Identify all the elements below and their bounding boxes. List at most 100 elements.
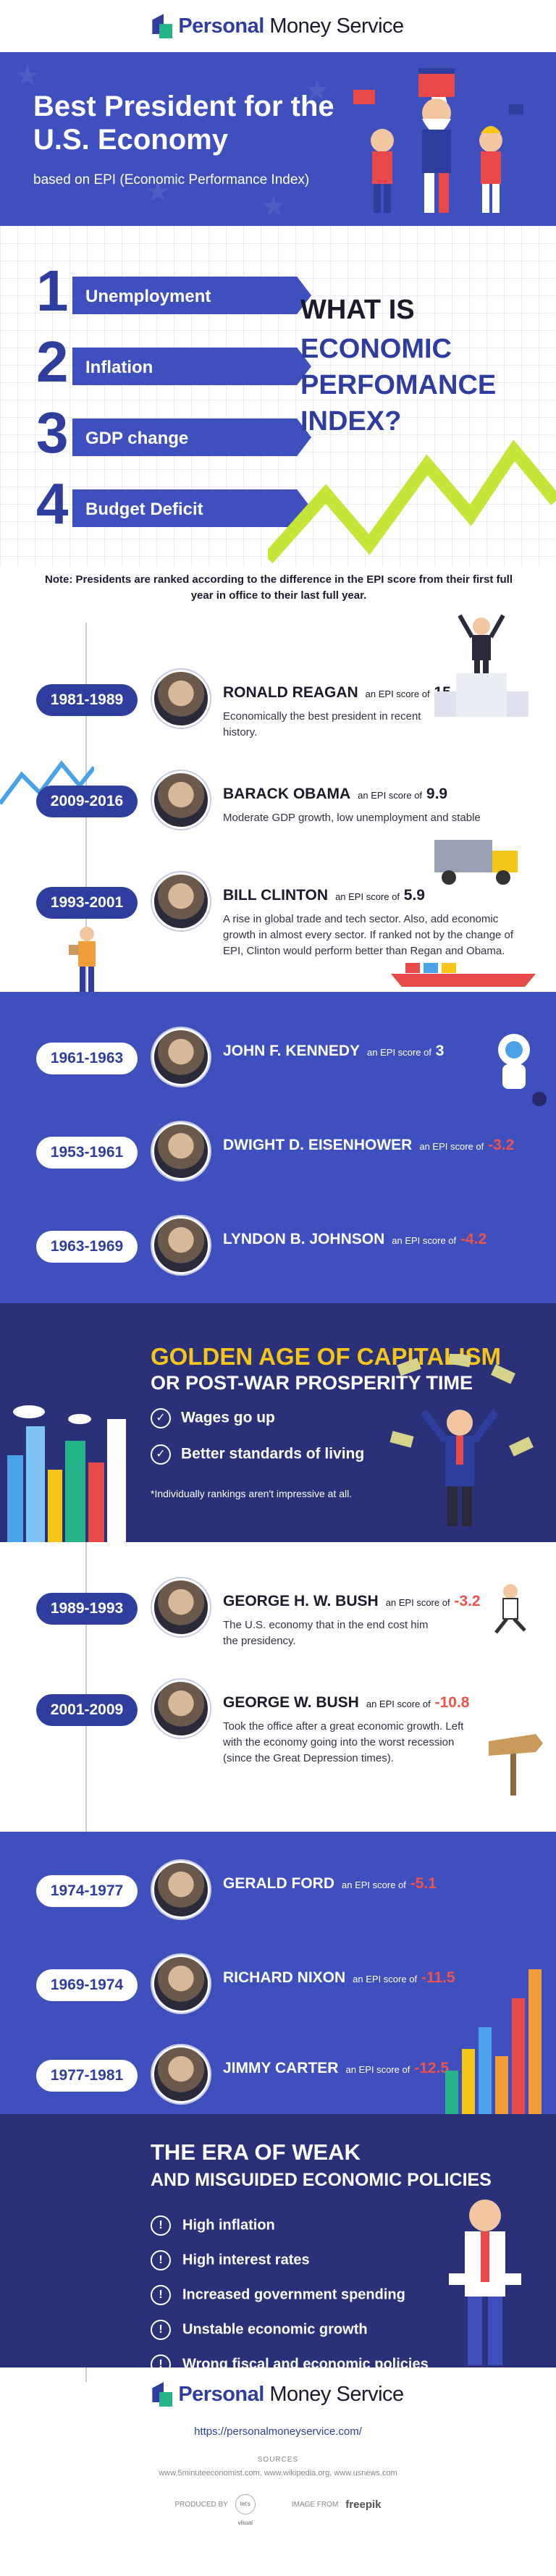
hero-subtitle: based on EPI (Economic Performance Index… — [33, 172, 310, 188]
cargo-truck-illustration — [434, 840, 518, 885]
epi-item-gdp-change: 3 GDP change — [36, 404, 311, 462]
uncle-sam-illustration — [353, 68, 523, 213]
image-from-label: IMAGE FROM — [291, 2500, 339, 2509]
trend-line-decoration — [0, 760, 94, 805]
epi-score: -12.5 — [414, 2060, 450, 2076]
epi-item-label: Budget Deficit — [72, 489, 311, 527]
epi-score: 3 — [435, 1043, 445, 1059]
president-row-kennedy: 1961-1963 JOHN F. KENNEDY an EPI score of… — [0, 1028, 556, 1093]
brand-name: Personal Money Service — [178, 2382, 404, 2406]
years-badge: 2001-2009 — [36, 1694, 138, 1726]
era-point-spending: ! Increased government spending — [151, 2285, 469, 2310]
years-badge: 1977-1981 — [36, 2060, 138, 2092]
website-link[interactable]: https://personalmoneyservice.com/ — [194, 2425, 362, 2438]
president-portrait — [152, 670, 210, 728]
president-name: RICHARD NIXON an EPI score of -11.5 — [223, 1969, 455, 1986]
exclamation-icon: ! — [151, 2320, 171, 2340]
stars-decoration: ★ ★ ★ ★ — [14, 60, 330, 222]
epi-score: -10.8 — [434, 1694, 470, 1711]
president-row-bush-jr: 2001-2009 GEORGE W. BUSH an EPI score of … — [0, 1680, 556, 1764]
president-row-nixon: 1969-1974 RICHARD NIXON an EPI score of -… — [0, 1955, 556, 2020]
era-point-inflation: ! High inflation — [151, 2215, 469, 2240]
years-badge: 1953-1961 — [36, 1137, 138, 1169]
epi-item-budget-deficit: 4 Budget Deficit — [36, 475, 311, 533]
epi-item-label: GDP change — [72, 418, 311, 456]
years-badge: 1993-2001 — [36, 887, 138, 919]
president-row-clinton: 1993-2001 BILL CLINTON an EPI score of 5.… — [0, 872, 556, 957]
president-name: GERALD FORD an EPI score of -5.1 — [223, 1875, 437, 1892]
astronaut-illustration — [498, 1034, 547, 1106]
bottom-spacer — [0, 2534, 556, 2576]
golden-age-title: GOLDEN AGE OF CAPITALISM — [151, 1343, 501, 1370]
header-logo[interactable]: Personal Money Service — [0, 0, 556, 52]
president-portrait — [152, 771, 210, 829]
president-portrait — [152, 2045, 210, 2103]
golden-age-note: *Individually rankings aren't impressive… — [151, 1488, 353, 1499]
epi-score: -11.5 — [421, 1969, 455, 1986]
president-name: DWIGHT D. EISENHOWER an EPI score of -3.2 — [223, 1137, 515, 1153]
epi-section: 1 Unemployment 2 Inflation 3 GDP change … — [0, 226, 556, 566]
epi-score: -3.2 — [488, 1137, 515, 1153]
president-portrait — [152, 1680, 210, 1738]
epi-item-label: Unemployment — [72, 277, 311, 314]
president-portrait — [152, 1028, 210, 1086]
sources-title: SOURCES — [257, 2456, 299, 2464]
hero-banner: ★ ★ ★ ★ Best President for the U.S. Econ… — [0, 52, 556, 226]
exclamation-icon: ! — [151, 2215, 171, 2236]
president-name: BARACK OBAMA an EPI score of 9.9 — [223, 786, 448, 802]
president-portrait — [152, 872, 210, 930]
empty-pockets-man-illustration — [449, 2200, 521, 2365]
worker-illustration — [69, 927, 96, 992]
president-row-eisenhower: 1953-1961 DWIGHT D. EISENHOWER an EPI sco… — [0, 1122, 556, 1187]
president-name: BILL CLINTON an EPI score of 5.9 — [223, 887, 425, 904]
check-icon: ✓ — [151, 1444, 171, 1465]
president-description: The U.S. economy that in the end cost hi… — [223, 1619, 429, 1647]
golden-point-wages: ✓ Wages go up — [151, 1408, 411, 1434]
epi-score: 5.9 — [403, 887, 425, 904]
president-description: A rise in global trade and tech sector. … — [223, 913, 514, 957]
president-row-johnson: 1963-1969 LYNDON B. JOHNSON an EPI score … — [0, 1216, 556, 1281]
epi-score: -3.2 — [454, 1593, 481, 1609]
epi-question-line1: WHAT IS — [300, 295, 415, 325]
epi-item-number: 2 — [36, 329, 69, 394]
check-icon: ✓ — [151, 1408, 171, 1428]
years-badge: 2009-2016 — [36, 786, 138, 817]
running-man-illustration — [494, 1584, 526, 1634]
city-skyline-illustration — [7, 1405, 126, 1542]
years-badge: 1961-1963 — [36, 1043, 138, 1074]
epi-item-number: 4 — [36, 471, 69, 536]
freepik-logo: freepik — [345, 2498, 382, 2511]
epi-item-label: Inflation — [72, 348, 311, 385]
golden-point-living: ✓ Better standards of living — [151, 1444, 411, 1470]
years-badge: 1969-1974 — [36, 1969, 138, 2001]
president-portrait — [152, 1216, 210, 1274]
years-badge: 1989-1993 — [36, 1593, 138, 1625]
epi-score: -5.1 — [410, 1875, 437, 1892]
era-band — [0, 2114, 556, 2367]
president-row-ford: 1974-1977 GERALD FORD an EPI score of -5.… — [0, 1861, 556, 1926]
epi-item-inflation: 2 Inflation — [36, 333, 311, 391]
ranking-note: Note: Presidents are ranked according to… — [45, 573, 513, 602]
era-point-interest: ! High interest rates — [151, 2250, 469, 2275]
epi-score: -4.2 — [460, 1231, 487, 1247]
money-rain-illustration — [389, 1354, 534, 1526]
exclamation-icon: ! — [151, 2354, 171, 2375]
exclamation-icon: ! — [151, 2250, 171, 2270]
president-row-obama: 2009-2016 BARACK OBAMA an EPI score of 9.… — [0, 771, 556, 836]
era-point-policies: ! Wrong fiscal and economic policies — [151, 2354, 469, 2379]
epi-score: 9.9 — [426, 786, 448, 802]
epi-question-line2: ECONOMIC PERFOMANCE INDEX? — [300, 334, 497, 437]
hero-title: Best President for the U.S. Economy — [33, 91, 334, 156]
footer-logo[interactable]: Personal Money Service — [0, 2382, 556, 2407]
president-name: GEORGE H. W. BUSH an EPI score of -3.2 — [223, 1593, 481, 1609]
brand-name: Personal Money Service — [178, 14, 404, 38]
produced-by-label: PRODUCED BY — [174, 2500, 228, 2509]
president-name: LYNDON B. JOHNSON an EPI score of -4.2 — [223, 1231, 487, 1247]
producer-logo: let's visual — [235, 2494, 256, 2526]
bar-chart-decoration — [445, 1969, 542, 2114]
president-portrait — [152, 1861, 210, 1919]
sources-list: www.5minuteeconomist.com, www.wikipedia.… — [159, 2469, 397, 2478]
years-badge: 1974-1977 — [36, 1875, 138, 1907]
